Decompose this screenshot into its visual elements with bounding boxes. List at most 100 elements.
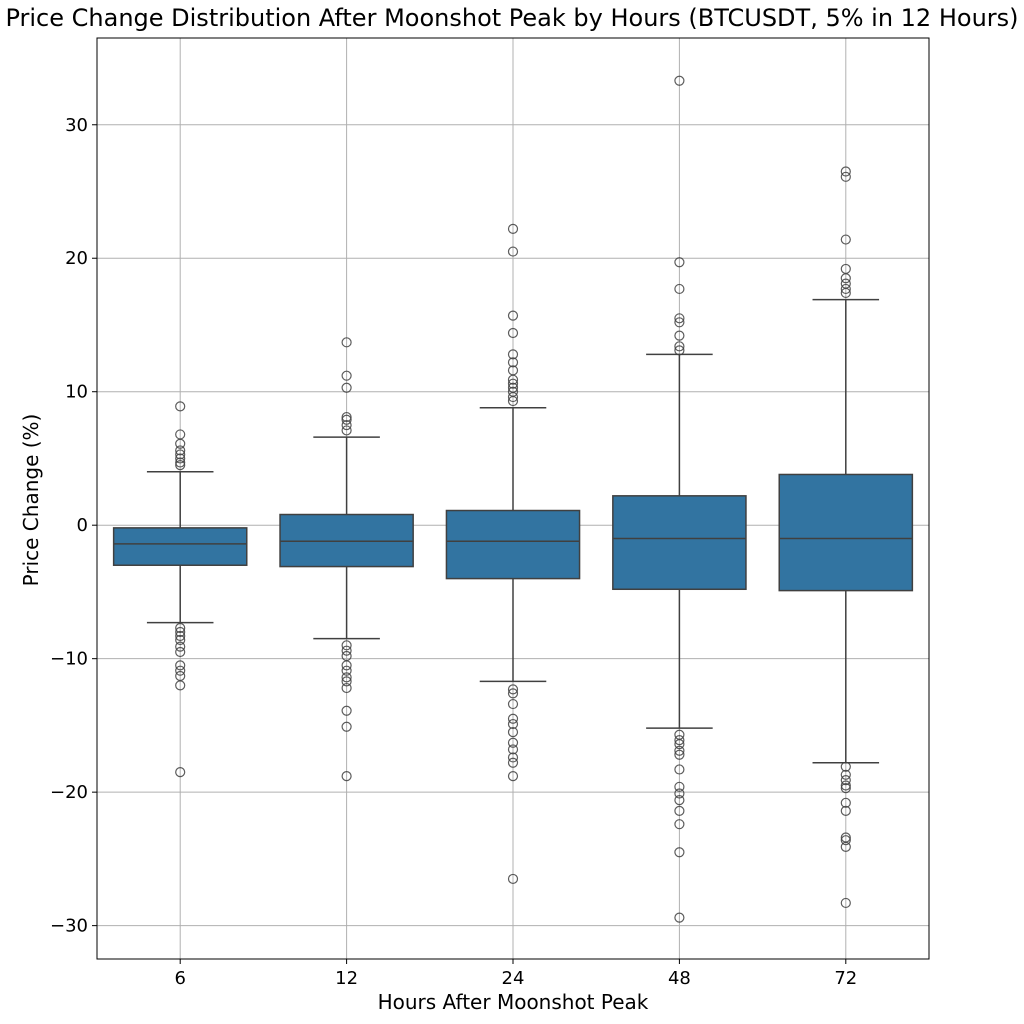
outlier-point (840, 897, 851, 909)
outlier-point (674, 257, 685, 268)
outlier-point (341, 676, 352, 687)
y-axis-label: Price Change (%) (19, 413, 43, 587)
outlier-point (341, 645, 352, 656)
outlier-point (507, 688, 519, 699)
y-tick-label: −10 (50, 649, 88, 670)
outlier-point (507, 718, 519, 730)
outlier-point (840, 263, 851, 275)
outlier-point (674, 313, 685, 324)
outlier-point (507, 752, 519, 763)
outlier-point (175, 641, 186, 652)
outlier-point (507, 698, 519, 710)
outlier-point (341, 419, 352, 431)
outlier-point (507, 873, 519, 885)
box-iqr (778, 473, 914, 592)
outlier-point (507, 246, 519, 257)
outlier-point (507, 684, 519, 695)
outlier-point (840, 775, 851, 786)
outlier-point (507, 713, 519, 724)
outlier-point (341, 370, 352, 381)
outlier-point (341, 672, 352, 683)
outlier-point (175, 445, 186, 456)
outlier-point (507, 378, 519, 389)
x-tick-label: 72 (834, 968, 857, 989)
outlier-point (175, 646, 186, 658)
outlier-point (341, 414, 352, 425)
outlier-point (674, 788, 685, 799)
y-tick-label: −30 (50, 916, 88, 937)
y-tick-label: 20 (65, 248, 88, 269)
outlier-point (507, 737, 519, 748)
plot-frame (96, 37, 930, 960)
outlier-point (674, 847, 685, 858)
outlier-point (840, 761, 851, 772)
outlier-point (507, 349, 519, 360)
tick-layer: 30 20 10 0 −10 −20 −30 6 12 24 48 72 (50, 115, 857, 989)
y-tick-label: 30 (65, 115, 88, 136)
box-iqr (445, 509, 581, 580)
outlier-point (674, 317, 685, 328)
outlier-point (674, 283, 685, 295)
outlier-point (674, 745, 685, 756)
outlier-point (507, 310, 519, 321)
y-tick-label: −20 (50, 782, 88, 803)
x-tick-label: 48 (668, 968, 691, 989)
outlier-point (840, 780, 851, 791)
outlier-point (341, 337, 352, 348)
box-group-12 (279, 337, 414, 782)
outlier-point (840, 278, 851, 289)
box-iqr (112, 527, 248, 566)
outlier-point (840, 841, 851, 852)
x-tick-label: 6 (174, 968, 185, 989)
outlier-point (674, 819, 685, 830)
outlier-point (507, 726, 519, 738)
outlier-point (175, 634, 186, 646)
outlier-point (175, 767, 186, 778)
outlier-point (507, 357, 519, 368)
outlier-point (341, 411, 352, 423)
outlier-point (840, 171, 851, 182)
outlier-point (507, 327, 519, 339)
outlier-point (175, 660, 186, 671)
y-tick-label: 10 (65, 382, 88, 403)
outlier-point (674, 749, 685, 760)
outlier-point (507, 771, 519, 782)
outlier-point (175, 626, 186, 638)
outlier-point (507, 386, 519, 397)
outlier-point (341, 660, 352, 671)
outlier-point (840, 283, 851, 295)
outlier-point (840, 797, 851, 808)
outlier-point (341, 721, 352, 732)
outlier-point (674, 912, 685, 923)
outlier-point (341, 382, 352, 393)
x-axis-label: Hours After Moonshot Peak (377, 990, 649, 1014)
outlier-point (175, 449, 186, 460)
outlier-point (674, 341, 685, 352)
outlier-point (507, 744, 519, 755)
x-tick-label: 12 (335, 968, 358, 989)
outlier-point (341, 640, 352, 651)
box-layer (112, 75, 914, 923)
outlier-point (175, 429, 186, 440)
box-group-48 (612, 75, 747, 923)
outlier-point (674, 345, 685, 356)
outlier-point (175, 453, 186, 464)
outlier-point (674, 75, 685, 86)
box-iqr (612, 495, 747, 591)
outlier-point (674, 781, 685, 792)
outlier-point (674, 795, 685, 806)
outlier-point (507, 365, 519, 376)
outlier-point (341, 705, 352, 716)
outlier-point (840, 783, 851, 794)
outlier-point (840, 234, 851, 245)
outlier-point (341, 425, 352, 436)
outlier-point (341, 665, 352, 676)
outlier-point (175, 457, 186, 468)
x-tick-label: 24 (502, 968, 525, 989)
outlier-point (674, 330, 685, 341)
box-group-72 (778, 166, 914, 909)
outlier-point (341, 771, 352, 782)
outlier-point (674, 805, 685, 816)
